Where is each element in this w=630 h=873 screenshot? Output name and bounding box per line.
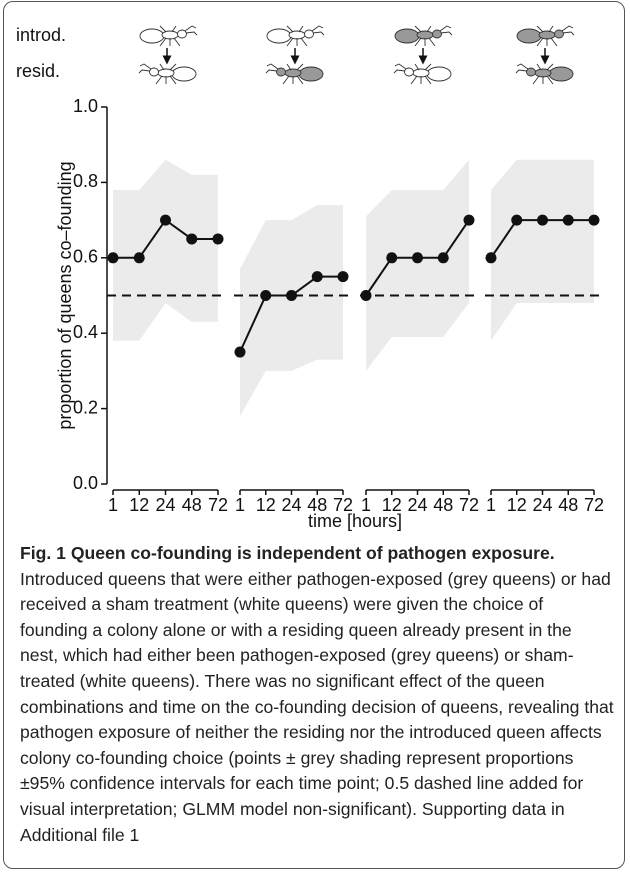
y-tick-label: 1.0 — [73, 96, 98, 116]
confidence-band — [366, 159, 469, 371]
confidence-band — [113, 159, 218, 341]
caption-text: Introduced queens that were either patho… — [20, 568, 614, 845]
data-point — [260, 290, 272, 301]
data-point — [437, 252, 449, 264]
x-axis-label: time [hours] — [308, 511, 402, 531]
x-tick-label: 1 — [235, 495, 245, 515]
data-point — [212, 233, 224, 245]
data-point — [412, 252, 423, 264]
data-point — [537, 214, 548, 226]
x-tick-label: 72 — [584, 495, 604, 515]
x-tick-label: 12 — [256, 495, 276, 515]
x-tick-label: 1 — [486, 495, 496, 515]
y-tick-label: 0.8 — [73, 171, 98, 191]
data-point — [485, 252, 497, 264]
caption-title: Queen co-founding is independent of path… — [70, 543, 555, 563]
data-point — [133, 252, 145, 264]
x-tick-label: 48 — [433, 495, 453, 515]
x-tick-label: 72 — [333, 495, 353, 515]
y-tick-label: 0.4 — [73, 322, 98, 342]
x-tick-label: 12 — [507, 495, 527, 515]
figure-frame — [3, 1, 625, 869]
data-point — [562, 214, 574, 226]
data-point — [511, 214, 523, 226]
resident-label: resid. — [16, 61, 60, 81]
y-tick-label: 0.2 — [73, 397, 98, 417]
x-tick-label: 24 — [281, 495, 301, 515]
data-point — [311, 271, 323, 283]
caption: Fig. 1 Queen co-founding is independent … — [20, 541, 614, 848]
chart: introd. resid. time [hours] 0.0 0.2 0.4 0.6… — [16, 25, 604, 531]
x-tick-label: 1 — [108, 495, 118, 515]
confidence-band — [240, 205, 343, 417]
confidence-band — [491, 159, 594, 341]
x-tick-label: 12 — [382, 495, 402, 515]
data-point — [107, 252, 119, 264]
x-tick-label: 48 — [182, 495, 202, 515]
data-point — [360, 290, 372, 301]
introduced-label: introd. — [16, 25, 66, 45]
x-tick-label: 48 — [307, 495, 327, 515]
x-tick-label: 1 — [361, 495, 371, 515]
data-point — [234, 346, 246, 358]
x-tick-label: 12 — [129, 495, 149, 515]
data-point — [386, 252, 398, 264]
y-axis-label: proportion of queens co–founding — [55, 161, 75, 429]
y-tick-label: 0.0 — [73, 473, 98, 493]
ant-icons — [138, 25, 575, 85]
data-point — [186, 233, 198, 245]
data-point — [160, 214, 171, 226]
x-tick-label: 24 — [407, 495, 427, 515]
x-tick-label: 48 — [558, 495, 578, 515]
caption-label: Fig. 1 — [20, 543, 66, 563]
data-point — [463, 214, 475, 226]
x-tick-label: 24 — [155, 495, 175, 515]
x-tick-label: 72 — [208, 495, 228, 515]
data-point — [588, 214, 600, 226]
data-point — [286, 290, 297, 301]
x-tick-label: 72 — [459, 495, 479, 515]
data-point — [337, 271, 349, 283]
y-tick-label: 0.6 — [73, 247, 98, 267]
x-tick-label: 24 — [532, 495, 552, 515]
